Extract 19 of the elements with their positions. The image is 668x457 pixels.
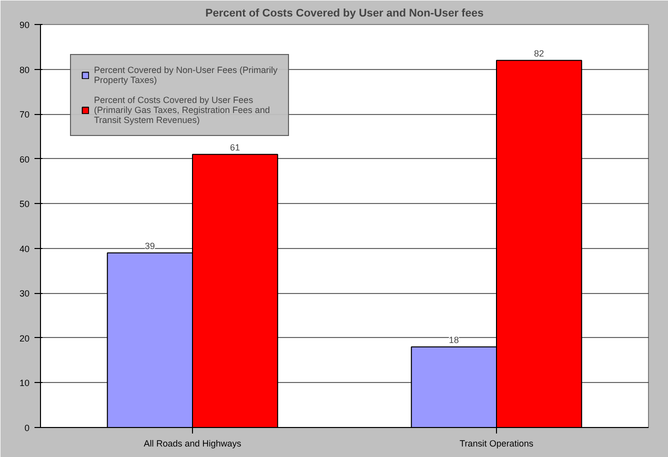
data-label: 18 <box>448 334 459 345</box>
x-tick-label: All Roads and Highways <box>144 438 242 448</box>
y-tick-label: 70 <box>19 110 30 120</box>
y-tick-label: 60 <box>19 154 30 164</box>
legend-label: Percent of Costs Covered by User Fees (Primarily Gas Taxes, Registration Fees and Transit System Revenues) <box>94 95 270 125</box>
data-label: 39 <box>144 240 155 251</box>
y-tick-label: 40 <box>19 244 30 254</box>
legend-label: Percent Covered by Non-User Fees (Primarily Property Taxes) <box>94 65 278 85</box>
data-label: 82 <box>534 48 544 58</box>
y-tick-label: 0 <box>24 423 30 433</box>
y-tick-label: 50 <box>19 199 30 210</box>
data-label: 61 <box>230 142 240 152</box>
y-tick-label: 20 <box>19 333 30 344</box>
chart-title: Percent of Costs Covered by User and Non-User fees <box>205 8 484 20</box>
y-tick-label: 80 <box>19 64 30 75</box>
y-tick-label: 10 <box>19 378 30 388</box>
y-tick-label: 90 <box>19 20 30 30</box>
y-tick-label: 30 <box>19 288 30 299</box>
x-tick-label: Transit Operations <box>460 438 534 448</box>
